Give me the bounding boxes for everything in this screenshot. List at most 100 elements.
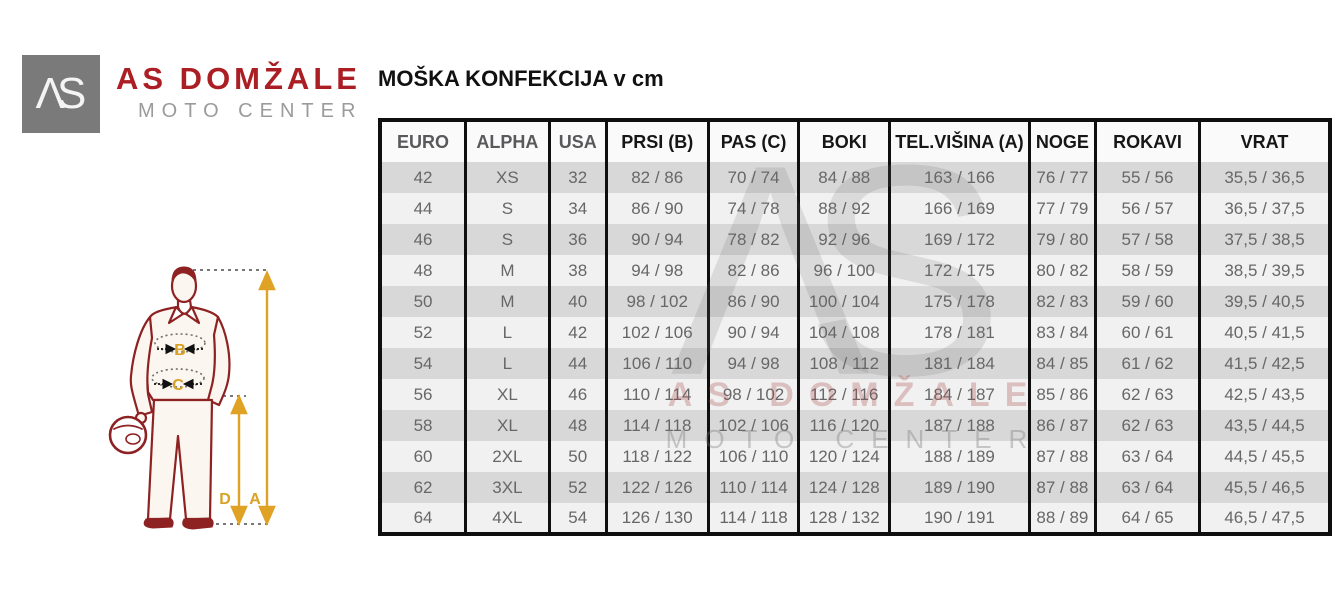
figure-label-c: C	[172, 377, 184, 394]
table-cell: 36	[547, 224, 608, 255]
table-cell: 63 / 64	[1094, 441, 1201, 472]
table-cell: 40	[547, 286, 608, 317]
table-cell: L	[464, 348, 551, 379]
table-cell: 74 / 78	[706, 193, 801, 224]
table-cell: 42	[378, 162, 468, 193]
table-cell: 172 / 175	[888, 255, 1031, 286]
table-cell: 90 / 94	[604, 224, 710, 255]
table-cell: 114 / 118	[604, 410, 710, 441]
table-row: 44 S 34 86 / 90 74 / 78 88 / 92 166 / 169 77 / …	[378, 193, 1332, 224]
table-cell: 38	[547, 255, 608, 286]
size-table-container: EURO ALPHA USA PRSI (B) PAS (C) BOKI TEL.VIŠIN…	[378, 118, 1332, 536]
table-cell: 122 / 126	[604, 472, 710, 503]
table-cell: 46	[547, 379, 608, 410]
table-cell: 79 / 80	[1027, 224, 1098, 255]
table-cell: 62	[378, 472, 468, 503]
table-cell: 126 / 130	[604, 503, 710, 534]
table-cell: 82 / 86	[604, 162, 710, 193]
table-cell: 102 / 106	[706, 410, 801, 441]
table-cell: 44	[378, 193, 468, 224]
column-header: ALPHA	[464, 120, 551, 162]
table-cell: 52	[378, 317, 468, 348]
table-cell: 110 / 114	[706, 472, 801, 503]
table-cell: 94 / 98	[604, 255, 710, 286]
figure-label-b: B	[174, 342, 186, 359]
table-row: 50 M 40 98 / 102 86 / 90 100 / 104 175 / 178 82…	[378, 286, 1332, 317]
table-cell: 46	[378, 224, 468, 255]
table-row: 62 3XL 52 122 / 126 110 / 114 124 / 128 189 / …	[378, 472, 1332, 503]
table-cell: L	[464, 317, 551, 348]
table-cell: 88 / 89	[1027, 503, 1098, 534]
table-cell: 44	[547, 348, 608, 379]
table-cell: 84 / 85	[1027, 348, 1098, 379]
table-cell: 96 / 100	[797, 255, 892, 286]
table-cell: 78 / 82	[706, 224, 801, 255]
column-header: TEL.VIŠINA (A)	[888, 120, 1031, 162]
table-cell: 64	[378, 503, 468, 534]
as-logo-icon: ΛS	[22, 55, 100, 133]
table-cell: 83 / 84	[1027, 317, 1098, 348]
table-cell: 36,5 / 37,5	[1197, 193, 1332, 224]
table-cell: 190 / 191	[888, 503, 1031, 534]
table-cell: 42,5 / 43,5	[1197, 379, 1332, 410]
table-cell: XL	[464, 379, 551, 410]
size-table: EURO ALPHA USA PRSI (B) PAS (C) BOKI TEL.VIŠIN…	[378, 118, 1332, 536]
column-header: PAS (C)	[706, 120, 801, 162]
table-row: 54 L 44 106 / 110 94 / 98 108 / 112 181 / 184 8…	[378, 348, 1332, 379]
table-cell: 98 / 102	[706, 379, 801, 410]
table-cell: 169 / 172	[888, 224, 1031, 255]
table-cell: 48	[378, 255, 468, 286]
table-cell: 48	[547, 410, 608, 441]
column-header: NOGE	[1027, 120, 1098, 162]
table-cell: 54	[378, 348, 468, 379]
column-header: VRAT	[1197, 120, 1332, 162]
table-cell: S	[464, 193, 551, 224]
table-row: 48 M 38 94 / 98 82 / 86 96 / 100 172 / 175 80 /…	[378, 255, 1332, 286]
table-cell: 106 / 110	[706, 441, 801, 472]
table-cell: 77 / 79	[1027, 193, 1098, 224]
table-cell: 63 / 64	[1094, 472, 1201, 503]
table-cell: 84 / 88	[797, 162, 892, 193]
table-cell: 39,5 / 40,5	[1197, 286, 1332, 317]
table-cell: M	[464, 286, 551, 317]
table-cell: 90 / 94	[706, 317, 801, 348]
size-figure-illustration: B C D A	[62, 236, 362, 566]
table-cell: 85 / 86	[1027, 379, 1098, 410]
table-cell: 56	[378, 379, 468, 410]
brand-block: ΛS AS DOMŽALE MOTO CENTER	[22, 55, 362, 133]
table-cell: 88 / 92	[797, 193, 892, 224]
table-cell: 98 / 102	[604, 286, 710, 317]
table-row: 60 2XL 50 118 / 122 106 / 110 120 / 124 188 / …	[378, 441, 1332, 472]
table-cell: 86 / 90	[706, 286, 801, 317]
table-cell: 178 / 181	[888, 317, 1031, 348]
table-cell: 188 / 189	[888, 441, 1031, 472]
page-title: MOŠKA KONFEKCIJA v cm	[378, 66, 664, 91]
table-cell: 106 / 110	[604, 348, 710, 379]
table-cell: 76 / 77	[1027, 162, 1098, 193]
table-cell: 54	[547, 503, 608, 534]
figure-label-a: A	[249, 491, 261, 508]
table-cell: 116 / 120	[797, 410, 892, 441]
table-cell: 128 / 132	[797, 503, 892, 534]
table-cell: 60 / 61	[1094, 317, 1201, 348]
table-cell: 118 / 122	[604, 441, 710, 472]
table-cell: 189 / 190	[888, 472, 1031, 503]
table-cell: 43,5 / 44,5	[1197, 410, 1332, 441]
table-cell: 110 / 114	[604, 379, 710, 410]
table-cell: 181 / 184	[888, 348, 1031, 379]
table-cell: 62 / 63	[1094, 379, 1201, 410]
table-row: 42 XS 32 82 / 86 70 / 74 84 / 88 163 / 166 76 /…	[378, 162, 1332, 193]
figure-label-d: D	[219, 491, 231, 508]
table-cell: 52	[547, 472, 608, 503]
header-row: EURO ALPHA USA PRSI (B) PAS (C) BOKI TEL.VIŠIN…	[378, 120, 1332, 162]
table-cell: 62 / 63	[1094, 410, 1201, 441]
table-cell: 55 / 56	[1094, 162, 1201, 193]
column-header: PRSI (B)	[604, 120, 710, 162]
table-cell: XS	[464, 162, 551, 193]
table-cell: 42	[547, 317, 608, 348]
table-cell: 40,5 / 41,5	[1197, 317, 1332, 348]
table-cell: M	[464, 255, 551, 286]
table-cell: 108 / 112	[797, 348, 892, 379]
measurement-figure-icon: B C D A	[108, 266, 276, 530]
table-cell: 163 / 166	[888, 162, 1031, 193]
